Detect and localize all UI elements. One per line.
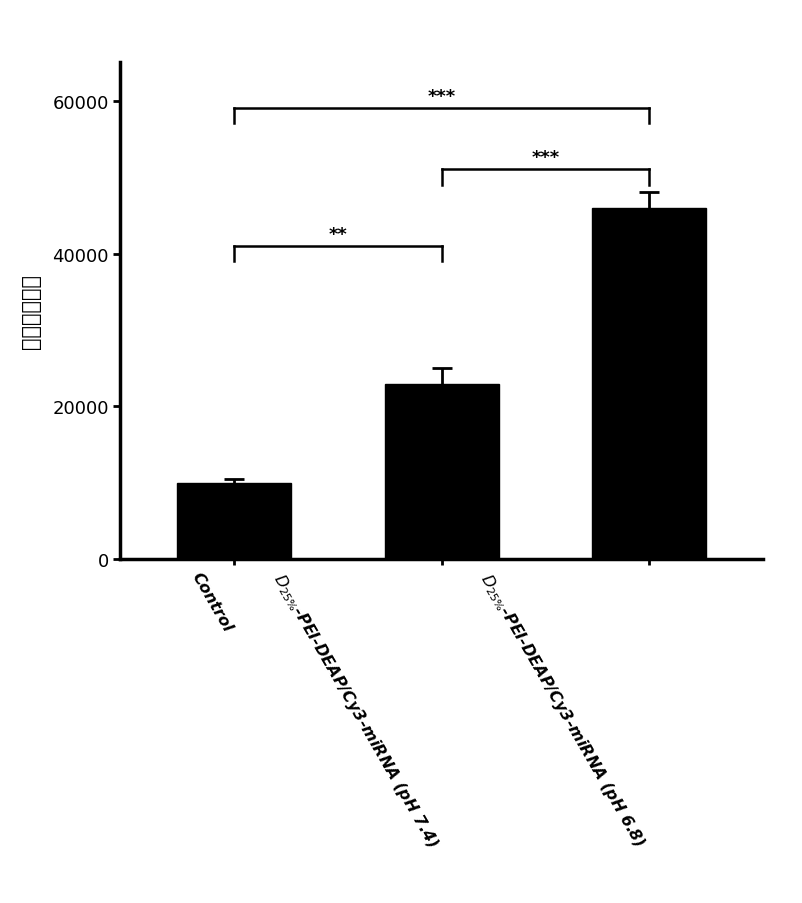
Text: ***: *** [427, 88, 456, 106]
Bar [591, 209, 705, 560]
Text: **: ** [328, 226, 347, 244]
Bar [384, 384, 498, 560]
Text: Control: Control [188, 570, 234, 635]
Text: $D_{25\%}$-PEI-DEAP/Cy3-miRNA (pH 7.4): $D_{25\%}$-PEI-DEAP/Cy3-miRNA (pH 7.4) [268, 570, 441, 851]
Text: $D_{25\%}$-PEI-DEAP/Cy3-miRNA (pH 6.8): $D_{25\%}$-PEI-DEAP/Cy3-miRNA (pH 6.8) [476, 570, 648, 850]
Y-axis label: 相对荧光强度: 相对荧光强度 [21, 275, 41, 349]
Bar [177, 483, 291, 560]
Text: ***: *** [531, 149, 559, 167]
